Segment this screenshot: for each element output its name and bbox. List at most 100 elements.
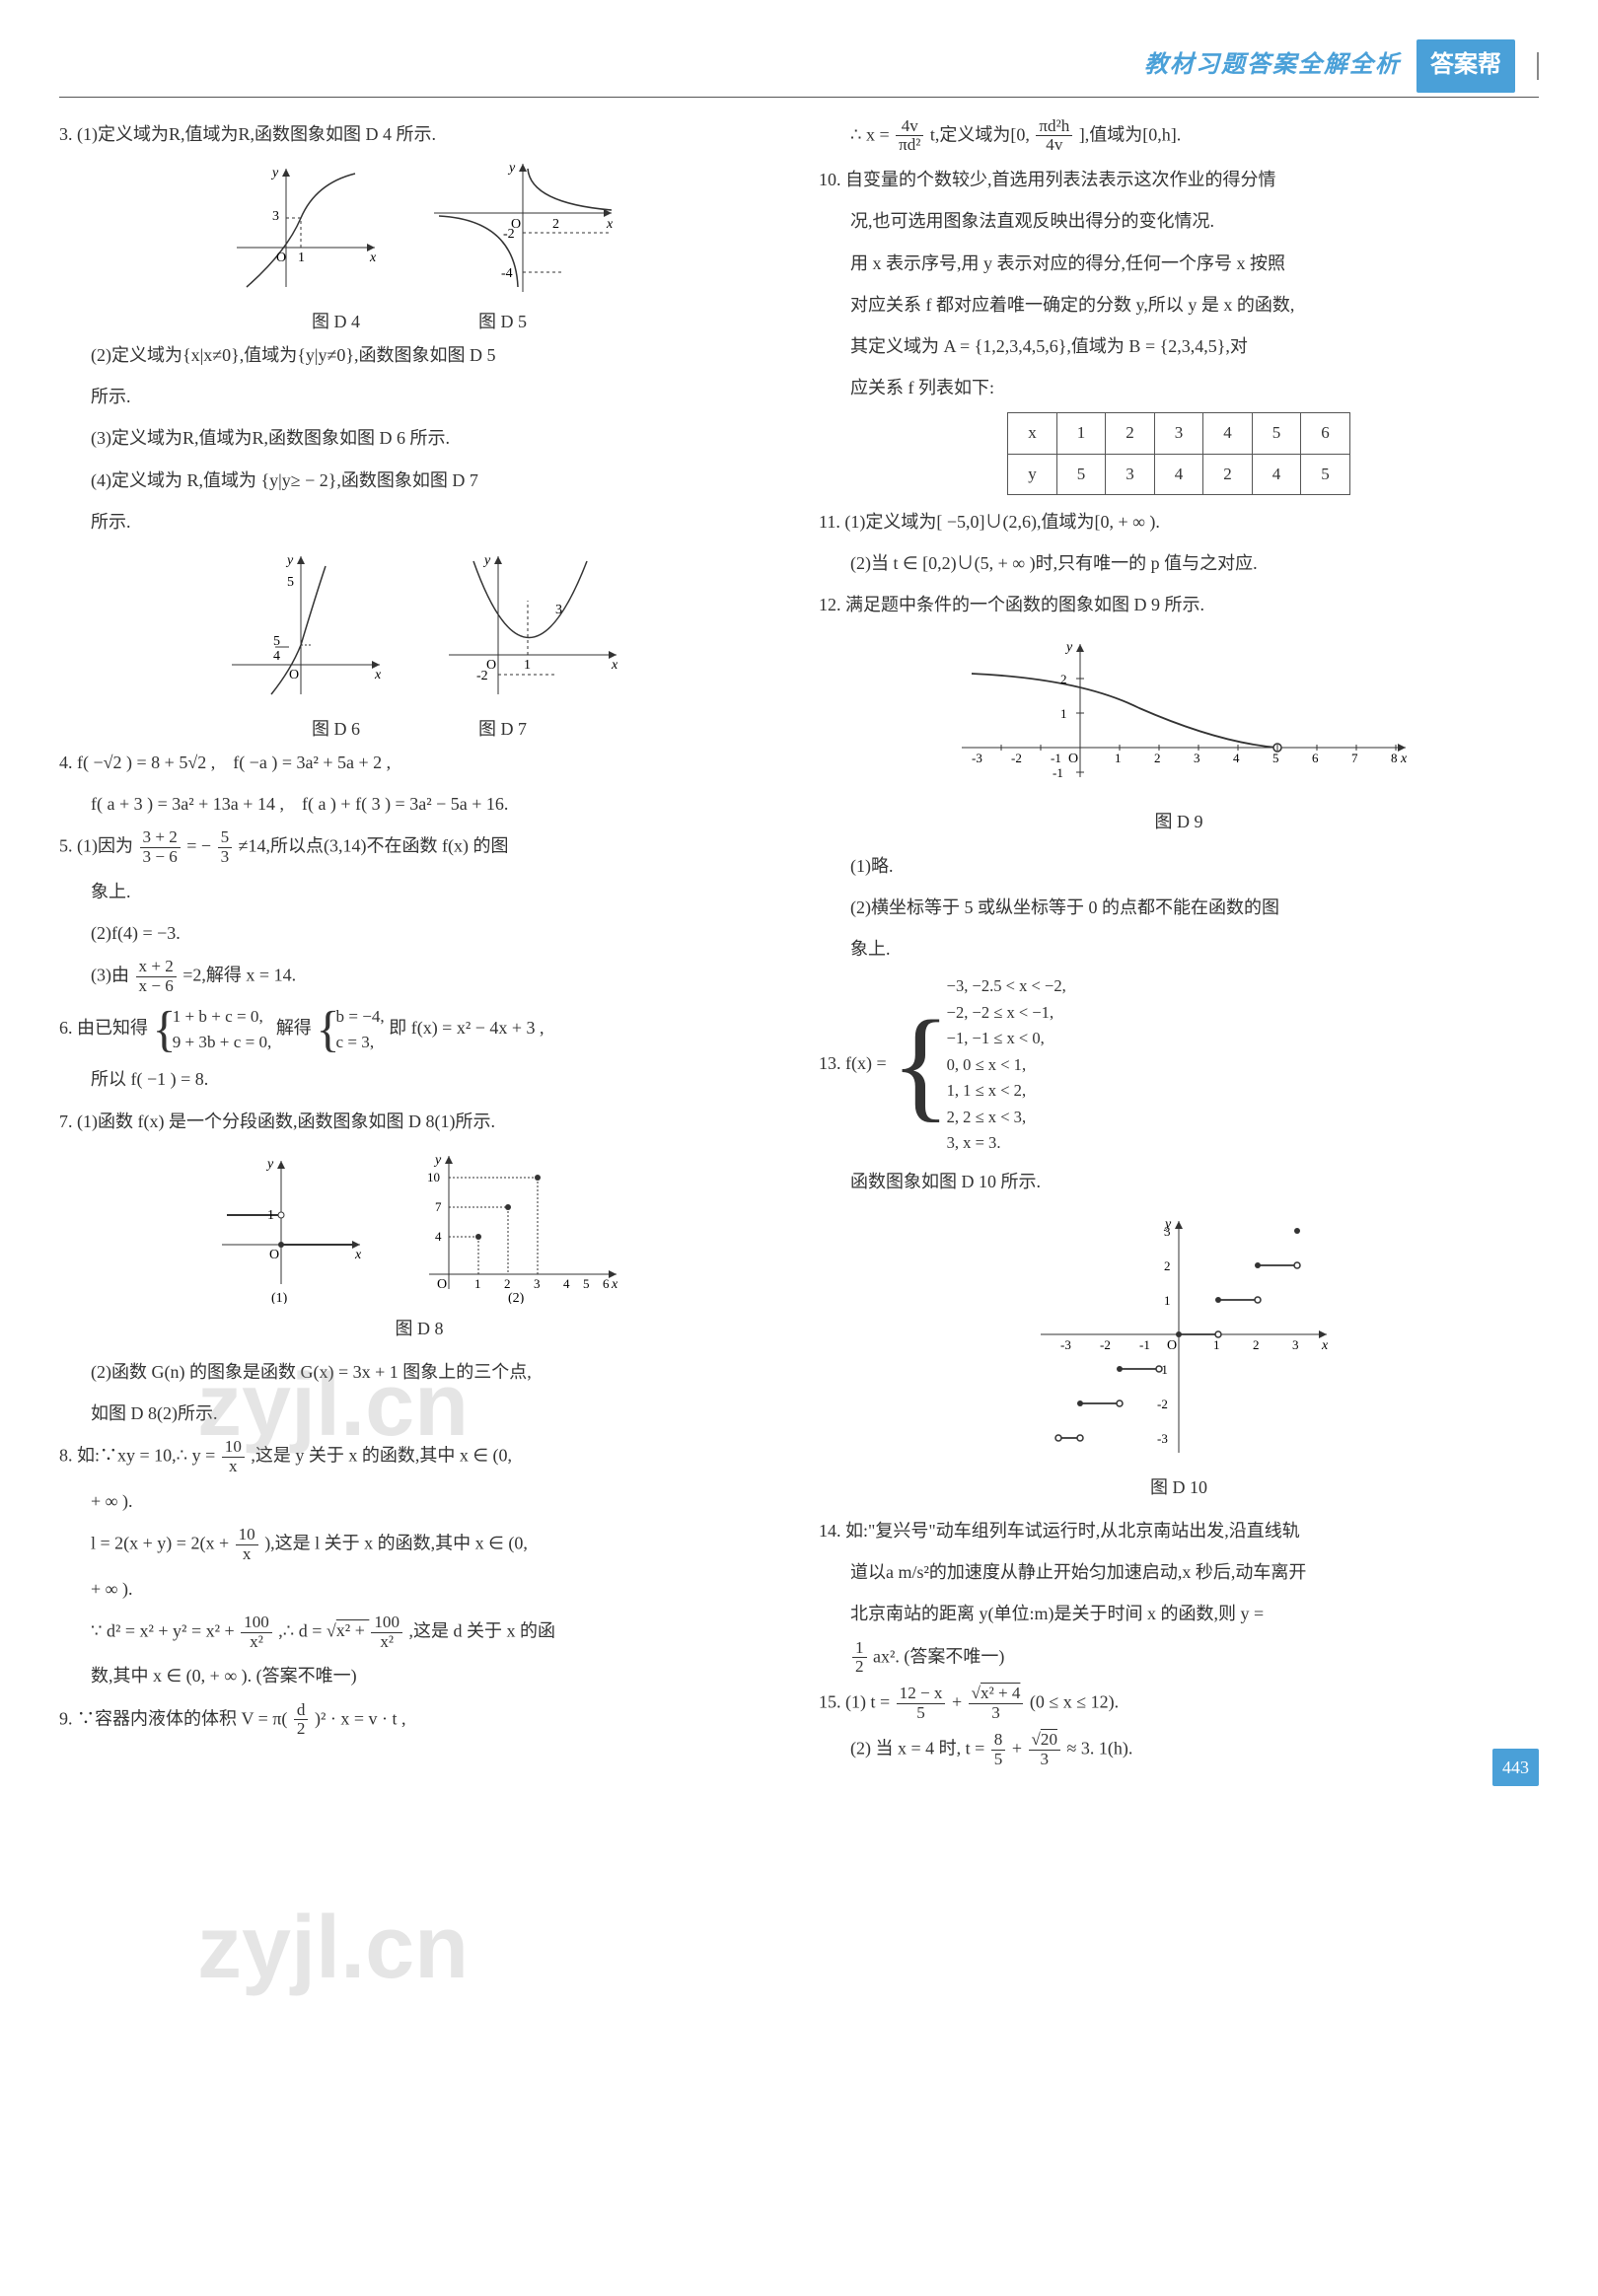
q9: 9. ∵容器内液体的体积 V = π( d2 )² · x = v · t , xyxy=(59,1701,779,1740)
q5-2: (2)f(4) = −3. xyxy=(59,916,779,950)
figure-d5: O x y -2 -4 2 xyxy=(424,159,621,297)
q5-3: (3)由 x + 2x − 6 =2,解得 x = 14. xyxy=(59,958,779,996)
ribbon-decoration xyxy=(1537,52,1539,80)
cell: 1 xyxy=(1056,413,1106,454)
figure-d4-d5-row: O 1 x y 3 O x y xyxy=(59,159,779,297)
watermark: zyjl.cn xyxy=(197,1864,469,2033)
svg-text:x: x xyxy=(606,217,614,232)
svg-text:8: 8 xyxy=(1391,751,1398,765)
cell: 5 xyxy=(1056,454,1106,494)
svg-text:1: 1 xyxy=(524,658,531,673)
svg-text:1: 1 xyxy=(298,251,305,265)
svg-text:5: 5 xyxy=(1272,751,1279,765)
svg-text:1: 1 xyxy=(1060,706,1067,721)
svg-text:-3: -3 xyxy=(972,751,982,765)
caption-d6: 图 D 6 xyxy=(312,712,360,746)
q10-table: x 1 2 3 4 5 6 y 5 3 4 2 4 5 xyxy=(1007,412,1350,495)
q14a: 14. 如:"复兴号"动车组列车试运行时,从北京南站出发,沿直线轨 xyxy=(819,1514,1539,1547)
svg-text:O: O xyxy=(1068,752,1078,766)
q13-l2: −2, −2 ≤ x < −1, xyxy=(947,1003,1053,1022)
svg-text:-4: -4 xyxy=(501,266,513,281)
svg-text:5: 5 xyxy=(583,1276,590,1291)
svg-text:3: 3 xyxy=(555,603,562,617)
left-column: 3. (1)定义域为R,值域为R,函数图象如图 D 4 所示. O 1 x y … xyxy=(59,117,779,1777)
q4a: 4. f( −√2 ) = 8 + 5√2 , f( −a ) = 3a² + … xyxy=(59,746,779,779)
q11-2: (2)当 t ∈ [0,2)∪(5, + ∞ )时,只有唯一的 p 值与之对应. xyxy=(819,546,1539,580)
q13-prefix: 13. f(x) = xyxy=(819,1053,887,1073)
q8g-line: ∵ d² = x² + y² = x² + 100x² ,∴ d = √x² +… xyxy=(59,1614,779,1652)
svg-text:2: 2 xyxy=(1060,672,1067,686)
figure-d8-row: O x y 1 (1) xyxy=(59,1146,779,1304)
svg-text:-2: -2 xyxy=(1157,1397,1168,1411)
svg-text:y: y xyxy=(265,1157,274,1172)
q5-1-suffix: ≠14,所以点(3,14)不在函数 f(x) 的图 xyxy=(239,836,509,856)
q6-sys2-l2: c = 3, xyxy=(336,1033,375,1051)
q9d: t,定义域为[0, xyxy=(930,124,1030,144)
svg-text:x: x xyxy=(354,1248,362,1262)
q9e: ],值域为[0,h]. xyxy=(1079,124,1181,144)
cell: 2 xyxy=(1203,454,1253,494)
caption-d7: 图 D 7 xyxy=(478,712,527,746)
q9b: )² · x = v · t , xyxy=(315,1708,406,1728)
svg-text:(2): (2) xyxy=(508,1291,525,1304)
cell: 2 xyxy=(1106,413,1155,454)
table-row: x 1 2 3 4 5 6 xyxy=(1008,413,1350,454)
svg-text:3: 3 xyxy=(1164,1224,1171,1239)
q6-sys1-l2: 9 + 3b + c = 0, xyxy=(173,1033,272,1051)
svg-text:x: x xyxy=(374,668,382,682)
q6-suffix: 即 f(x) = x² − 4x + 3 , xyxy=(389,1018,544,1038)
q15-2: (2) 当 x = 4 时, t = 85 + √203 ≈ 3. 1(h). xyxy=(819,1731,1539,1769)
svg-text:2: 2 xyxy=(552,217,559,232)
svg-text:2: 2 xyxy=(1154,751,1161,765)
svg-text:O: O xyxy=(276,251,286,265)
q15-1: 15. (1) t = 12 − x5 + √x² + 43 (0 ≤ x ≤ … xyxy=(819,1685,1539,1723)
svg-text:-3: -3 xyxy=(1060,1337,1071,1352)
q12: 12. 满足题中条件的一个函数的图象如图 D 9 所示. xyxy=(819,588,1539,621)
q9c-line: ∴ x = 4vπd² t,定义域为[0, πd²h4v ],值域为[0,h]. xyxy=(819,117,1539,156)
cell: 3 xyxy=(1154,413,1203,454)
q9a: 9. ∵容器内液体的体积 V = π( xyxy=(59,1708,287,1728)
svg-text:1: 1 xyxy=(474,1276,481,1291)
svg-text:x: x xyxy=(611,658,618,673)
q8a: 8. 如:∵xy = 10,∴ y = 10x ,这是 y 关于 x 的函数,其… xyxy=(59,1438,779,1476)
q11-1: 11. (1)定义域为[ −5,0]∪(2,6),值域为[0, + ∞ ). xyxy=(819,505,1539,538)
svg-text:6: 6 xyxy=(1312,751,1319,765)
q5-1-prefix: 5. (1)因为 xyxy=(59,836,133,856)
figure-d9: O x y -3-2-1 123 456 78 1 2 -1 xyxy=(942,629,1416,797)
q6-prefix: 6. 由已知得 xyxy=(59,1018,148,1038)
svg-text:1: 1 xyxy=(1115,751,1122,765)
svg-text:7: 7 xyxy=(1351,751,1358,765)
q8g: ∵ d² = x² + y² = x² + xyxy=(91,1620,235,1640)
right-column: ∴ x = 4vπd² t,定义域为[0, πd²h4v ],值域为[0,h].… xyxy=(819,117,1539,1777)
q10c: 用 x 表示序号,用 y 表示对应的得分,任何一个序号 x 按照 xyxy=(819,247,1539,280)
figure-d4: O 1 x y 3 xyxy=(217,159,385,297)
q13-l4: 0, 0 ≤ x < 1, xyxy=(947,1055,1026,1074)
caption-d5: 图 D 5 xyxy=(478,305,527,338)
svg-text:-1: -1 xyxy=(1053,765,1063,780)
q8d-line: l = 2(x + y) = 2(x + 10x ),这是 l 关于 x 的函数… xyxy=(59,1526,779,1564)
svg-text:7: 7 xyxy=(435,1199,442,1214)
svg-text:-1: -1 xyxy=(1139,1337,1150,1352)
q14d: ax². (答案不唯一) xyxy=(873,1646,1004,1666)
cell: 5 xyxy=(1252,413,1301,454)
svg-text:1: 1 xyxy=(1213,1337,1220,1352)
q8h: ,∴ d = xyxy=(278,1620,322,1640)
svg-text:y: y xyxy=(507,161,516,176)
svg-text:4: 4 xyxy=(273,649,280,664)
q7-2b: 如图 D 8(2)所示. xyxy=(59,1397,779,1430)
q5-1c: 象上. xyxy=(59,875,779,908)
svg-text:3: 3 xyxy=(1292,1337,1299,1352)
figure-d8-1: O x y 1 (1) xyxy=(212,1146,370,1304)
svg-text:4: 4 xyxy=(435,1229,442,1244)
svg-text:6: 6 xyxy=(603,1276,610,1291)
q7-2a: (2)函数 G(n) 的图象是函数 G(x) = 3x + 1 图象上的三个点, xyxy=(59,1355,779,1389)
svg-text:y: y xyxy=(285,553,294,568)
q8f: + ∞ ). xyxy=(59,1572,779,1606)
svg-text:y: y xyxy=(433,1153,442,1168)
q12-2a: (2)横坐标等于 5 或纵坐标等于 0 的点都不能在函数的图 xyxy=(819,891,1539,924)
svg-text:-1: -1 xyxy=(1051,751,1061,765)
q3-2a: (2)定义域为{x|x≠0},值域为{y|y≠0},函数图象如图 D 5 xyxy=(59,338,779,372)
q8j: 数,其中 x ∈ (0, + ∞ ). (答案不唯一) xyxy=(59,1659,779,1692)
svg-text:O: O xyxy=(437,1277,447,1292)
q4b: f( a + 3 ) = 3a² + 13a + 14 , f( a ) + f… xyxy=(59,787,779,821)
